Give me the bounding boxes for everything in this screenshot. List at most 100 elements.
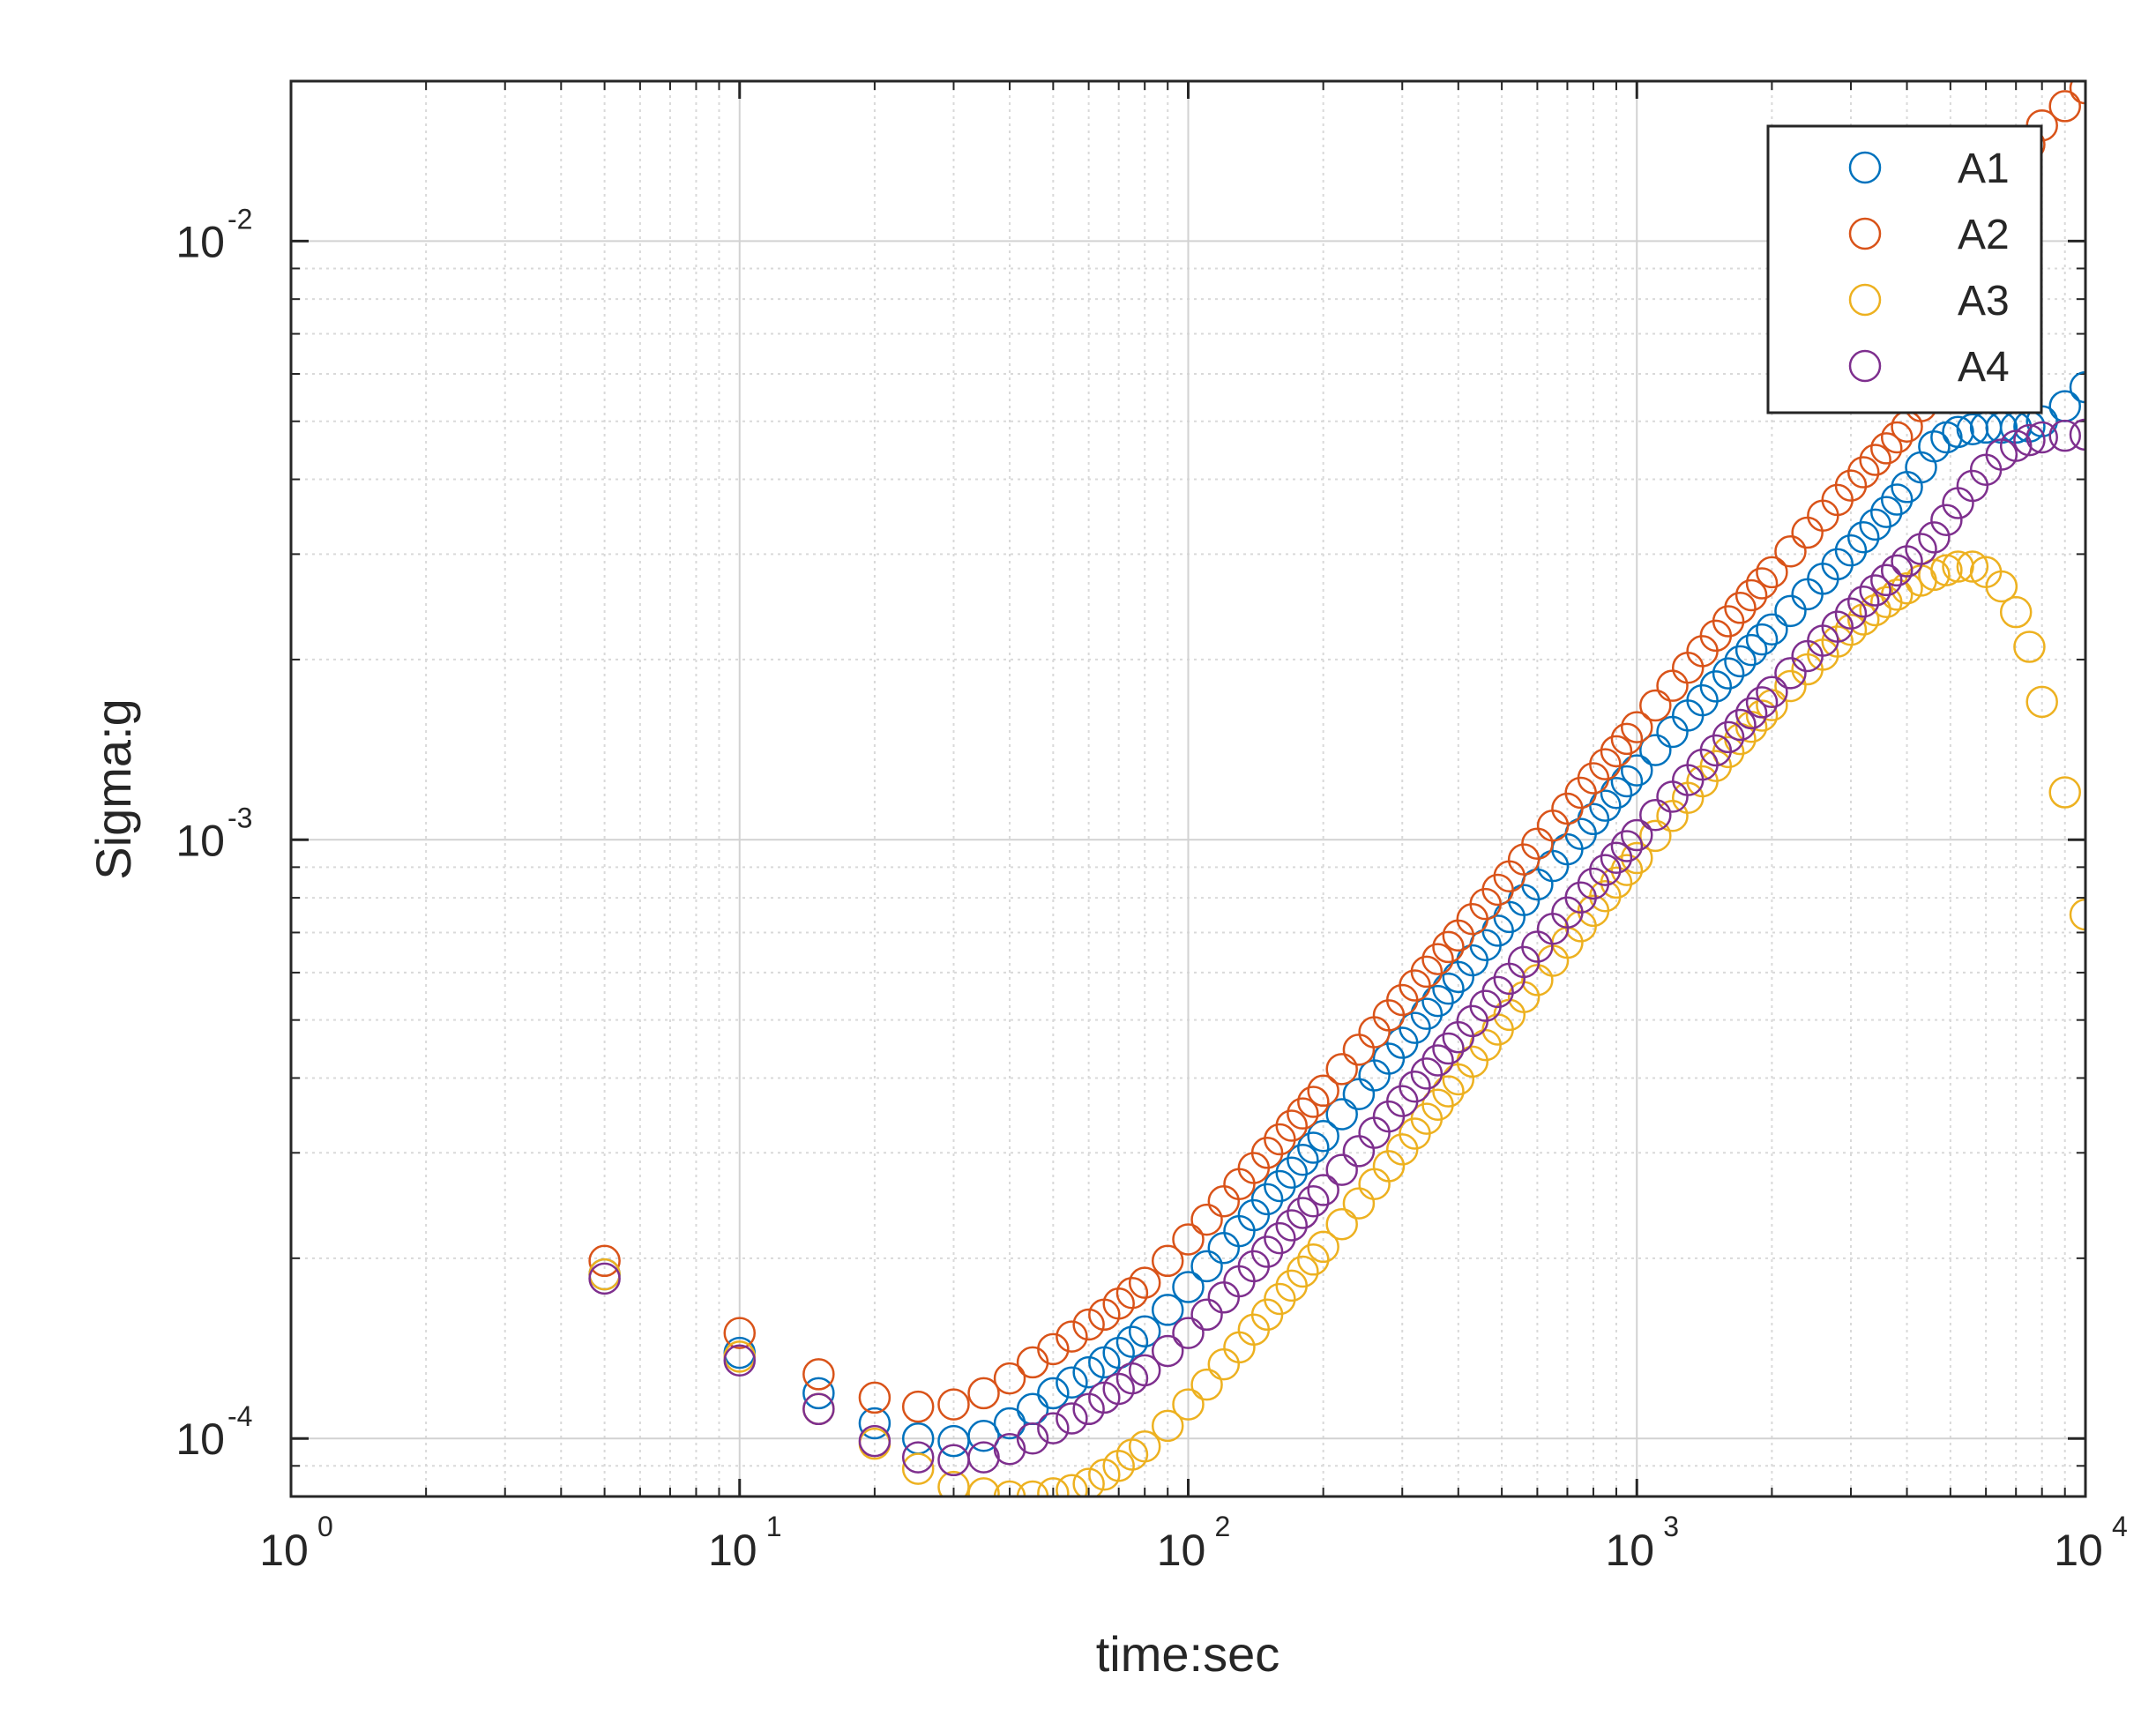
y-tick-label: 10	[175, 816, 225, 865]
data-point-a4	[1287, 1197, 1319, 1229]
data-point-a4	[1712, 720, 1745, 754]
data-point-a4	[1325, 1153, 1358, 1186]
data-point-a2	[993, 1362, 1026, 1395]
data-point-a3	[1745, 699, 1779, 732]
data-point-a3	[901, 1452, 935, 1485]
data-point-a4	[1774, 657, 1807, 690]
data-point-a4	[1821, 610, 1854, 643]
data-point-a3	[1930, 554, 1963, 586]
data-point-a1	[1237, 1198, 1271, 1232]
data-point-a4	[1956, 469, 1989, 503]
data-point-a4	[1999, 429, 2033, 462]
x-tick-label: 10	[708, 1526, 757, 1575]
x-tick-label: 10	[259, 1526, 309, 1575]
data-point-a1	[1699, 670, 1733, 703]
x-tick-label: 10	[2054, 1526, 2103, 1575]
x-tick-exponent: 4	[2112, 1511, 2128, 1542]
data-point-a1	[1432, 972, 1465, 1005]
data-point-a3	[1639, 819, 1672, 853]
data-point-a2	[1724, 592, 1757, 624]
data-point-a1	[802, 1377, 835, 1410]
data-point-a4	[1297, 1184, 1330, 1218]
data-point-a2	[1172, 1223, 1205, 1256]
data-point-a1	[1870, 496, 1903, 528]
data-point-a4	[802, 1392, 835, 1426]
legend: A1 A2 A3 A4	[1766, 124, 2043, 414]
data-point-a1	[1880, 483, 1914, 516]
series-a1	[588, 370, 2085, 1458]
legend-marker-a3	[1848, 283, 1882, 317]
data-point-a3	[1016, 1480, 1049, 1496]
data-point-a2	[1621, 711, 1653, 743]
legend-label-a1: A1	[1958, 146, 2010, 192]
data-point-a1	[993, 1407, 1026, 1440]
data-point-a1	[2069, 370, 2085, 404]
data-point-a1	[1297, 1131, 1330, 1164]
data-point-a1	[1307, 1120, 1339, 1153]
x-axis-label: time:sec	[1096, 1626, 1280, 1682]
data-point-a2	[1734, 578, 1768, 612]
data-point-a2	[1287, 1097, 1319, 1130]
data-point-a4	[1307, 1174, 1339, 1206]
data-point-a2	[1056, 1320, 1088, 1353]
data-point-a3	[1600, 866, 1633, 899]
y-tick-exponent: -2	[228, 203, 252, 235]
data-point-a2	[1190, 1203, 1223, 1236]
data-point-a3	[1264, 1282, 1296, 1316]
data-point-a1	[1275, 1156, 1308, 1189]
x-tick-exponent: 1	[766, 1511, 782, 1542]
data-point-a2	[901, 1390, 935, 1423]
data-point-a2	[1600, 735, 1633, 768]
data-point-a1	[1190, 1250, 1223, 1283]
data-point-a2	[858, 1381, 891, 1414]
data-point-a2	[2048, 90, 2081, 123]
data-point-a4	[1859, 574, 1891, 607]
data-point-a4	[2025, 421, 2058, 454]
data-point-a3	[2069, 898, 2085, 931]
data-point-a4	[1905, 533, 1937, 565]
data-point-a2	[1610, 722, 1644, 756]
data-point-a1	[1115, 1325, 1149, 1358]
data-point-a3	[1372, 1150, 1406, 1183]
data-point-a2	[588, 1244, 621, 1278]
data-point-a4	[1128, 1354, 1161, 1387]
data-point-a4	[723, 1344, 756, 1377]
y-tick-exponent: -4	[228, 1400, 252, 1432]
data-point-a3	[2025, 685, 2058, 719]
data-point-a4	[858, 1424, 891, 1458]
data-point-a2	[723, 1317, 756, 1349]
data-point-a3	[1151, 1409, 1184, 1443]
data-point-a1	[1056, 1366, 1088, 1399]
data-point-a2	[1151, 1244, 1184, 1278]
legend-label-a3: A3	[1958, 278, 2010, 325]
data-point-a2	[1712, 605, 1745, 638]
series-a2	[588, 81, 2085, 1423]
legend-marker-a4	[1848, 349, 1882, 383]
data-point-a4	[1172, 1317, 1205, 1349]
data-point-a2	[1421, 943, 1454, 975]
data-point-a4	[1577, 867, 1610, 900]
data-point-a3	[1172, 1388, 1205, 1421]
data-point-a1	[1639, 734, 1672, 766]
data-point-a4	[1724, 708, 1757, 742]
data-point-a1	[1250, 1183, 1284, 1216]
legend-box	[1766, 124, 2043, 414]
data-point-a1	[967, 1420, 1000, 1452]
data-point-a2	[1880, 421, 1914, 454]
data-point-a4	[1846, 585, 1880, 618]
data-point-a3	[1774, 669, 1807, 703]
x-tick-exponent: 2	[1215, 1511, 1231, 1542]
data-point-a1	[1151, 1294, 1184, 1326]
data-series	[588, 81, 2085, 1496]
data-point-a4	[1589, 854, 1622, 886]
x-tick-label: 10	[1605, 1526, 1654, 1575]
data-point-a4	[1734, 697, 1768, 730]
data-point-a3	[1621, 841, 1653, 875]
data-point-a4	[1756, 675, 1788, 709]
data-point-a1	[1128, 1315, 1161, 1347]
data-point-a4	[1699, 734, 1733, 767]
y-axis-label: Sigma:g	[86, 698, 141, 879]
data-point-a3	[1834, 613, 1868, 646]
data-point-a2	[1275, 1109, 1308, 1142]
data-point-a3	[1190, 1368, 1223, 1401]
